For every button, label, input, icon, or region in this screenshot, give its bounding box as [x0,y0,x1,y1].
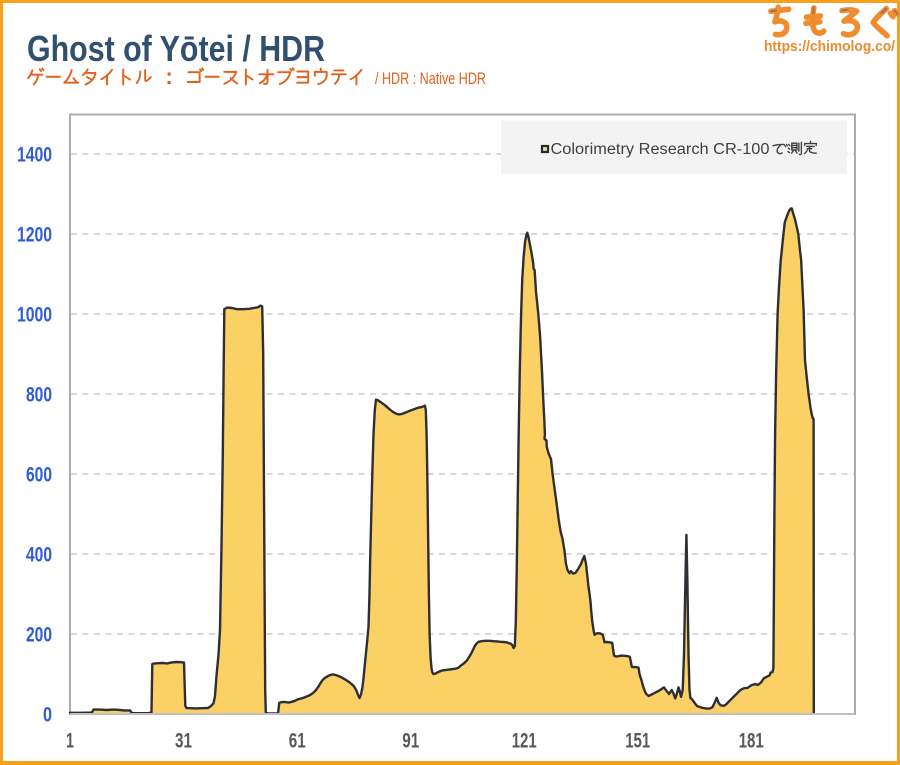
svg-text:181: 181 [739,730,764,753]
svg-text:/ HDR : Native HDR: / HDR : Native HDR [375,69,486,88]
svg-text:Colorimetry Research CR-100: Colorimetry Research CR-100 [551,141,770,158]
svg-text:400: 400 [26,544,52,567]
svg-text:1200: 1200 [17,224,52,247]
svg-text:Ghost of Yōtei / HDR: Ghost of Yōtei / HDR [27,28,325,69]
svg-text:121: 121 [512,730,537,753]
svg-text:61: 61 [289,730,306,753]
svg-text:151: 151 [625,730,650,753]
svg-text:0: 0 [43,704,52,727]
svg-text:200: 200 [26,624,52,647]
svg-text:800: 800 [26,384,52,407]
svg-text:1400: 1400 [17,144,52,167]
svg-text:91: 91 [402,730,419,753]
svg-text:1: 1 [66,730,74,753]
svg-text:600: 600 [26,464,52,487]
svg-text:1000: 1000 [17,304,52,327]
svg-text:https://chimolog.co/: https://chimolog.co/ [764,38,896,55]
svg-text:31: 31 [175,730,192,753]
